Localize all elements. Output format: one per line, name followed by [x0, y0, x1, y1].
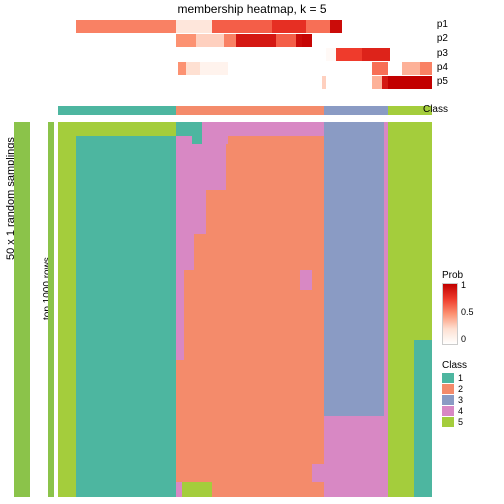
prob-gradient: 10.50 [442, 283, 458, 345]
side-annotation-bar-2 [48, 122, 54, 497]
heatmap-row-0 [58, 122, 432, 136]
prob-row-3 [58, 48, 432, 61]
side-annotation-bar-1 [14, 122, 30, 497]
main-heatmap [58, 122, 432, 497]
heatmap-row-2 [58, 144, 432, 190]
prob-tick: 1 [461, 280, 466, 290]
heatmap-row-1 [58, 136, 432, 144]
class-legend-items: 12345 [442, 373, 500, 427]
class-legend-item-2: 2 [442, 384, 500, 394]
class-swatch [442, 384, 454, 394]
heatmap-row-6 [58, 290, 432, 340]
row-label-p1: p1 [437, 19, 448, 30]
heatmap-row-7 [58, 340, 432, 360]
heatmap-row-4 [58, 234, 432, 270]
prob-row-4 [58, 62, 432, 75]
row-label-p4: p4 [437, 62, 448, 73]
class-legend-item-1: 1 [442, 373, 500, 383]
prob-row-2 [58, 34, 432, 47]
class-swatch [442, 417, 454, 427]
class-swatch [442, 373, 454, 383]
heatmap-row-11 [58, 482, 432, 497]
heatmap-row-8 [58, 360, 432, 416]
row-label-p2: p2 [437, 33, 448, 44]
chart-title: membership heatmap, k = 5 [0, 2, 504, 16]
class-swatch [442, 406, 454, 416]
class-legend: Class 12345 [442, 360, 500, 428]
prob-legend-title: Prob [442, 270, 500, 281]
row-label-p5: p5 [437, 76, 448, 87]
heatmap-row-5 [58, 270, 432, 290]
heatmap-row-9 [58, 416, 432, 464]
prob-row-1 [58, 20, 432, 33]
class-legend-item-5: 5 [442, 417, 500, 427]
prob-tick: 0.5 [461, 307, 474, 317]
membership-prob-rows [58, 20, 432, 90]
class-swatch [442, 395, 454, 405]
class-legend-item-3: 3 [442, 395, 500, 405]
class-annotation-row [58, 106, 432, 115]
prob-tick: 0 [461, 334, 466, 344]
class-legend-title: Class [442, 360, 500, 371]
heatmap-row-10 [58, 464, 432, 482]
heatmap-row-3 [58, 190, 432, 234]
row-label-class: Class [423, 104, 448, 115]
row-label-p3: p3 [437, 48, 448, 59]
prob-row-5 [58, 76, 432, 89]
prob-legend: Prob 10.50 [442, 270, 500, 345]
class-legend-item-4: 4 [442, 406, 500, 416]
